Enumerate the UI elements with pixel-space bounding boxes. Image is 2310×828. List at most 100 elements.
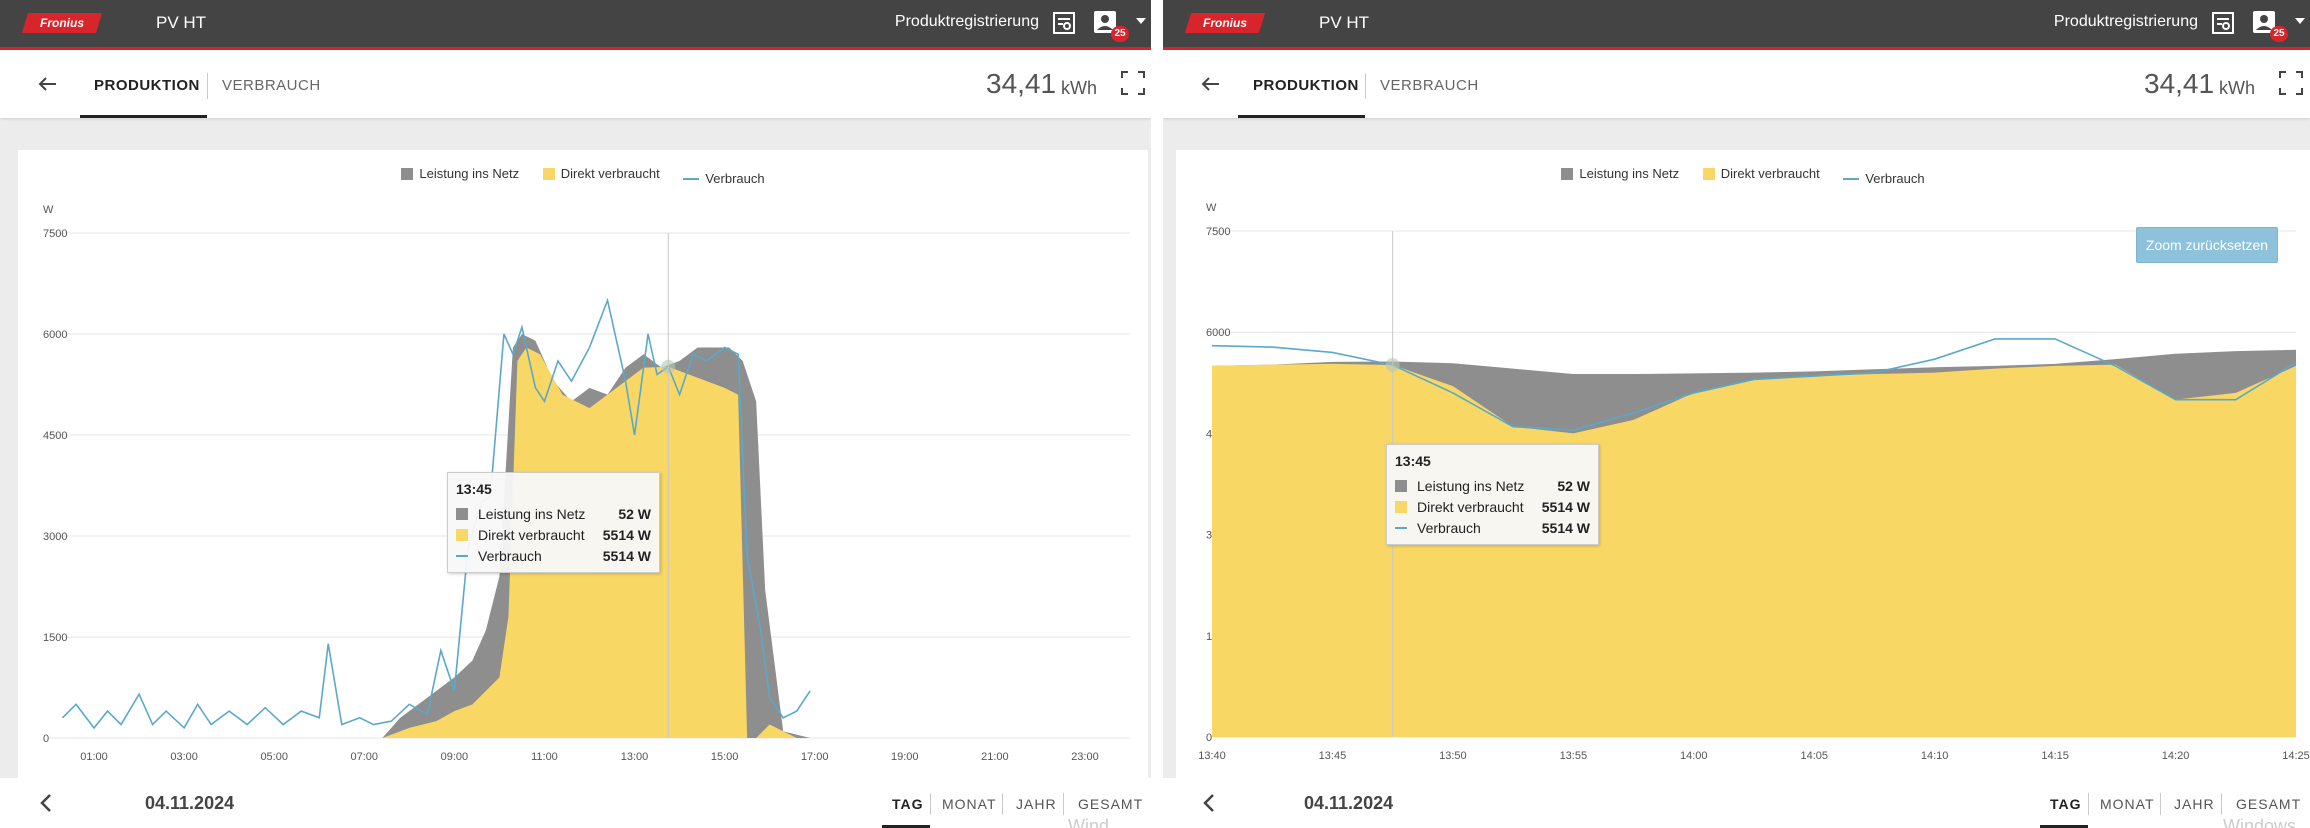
tab-production[interactable]: PRODUKTION — [94, 77, 200, 94]
y-tick-label: 1500 — [43, 632, 67, 644]
x-tick-label: 14:05 — [1800, 750, 1828, 762]
legend-item-consumption[interactable]: Verbrauch — [683, 171, 765, 186]
previous-day-icon[interactable] — [36, 792, 58, 814]
tab-production[interactable]: PRODUKTION — [1253, 77, 1359, 94]
y-tick-label: 3000 — [43, 531, 67, 543]
total-energy-value: 34,41 — [986, 68, 1057, 99]
y-tick-label: 0 — [1206, 732, 1212, 744]
legend-line-consumption — [1843, 177, 1860, 180]
x-tick-label: 14:10 — [1921, 750, 1949, 762]
legend-item-grid[interactable]: Leistung ins Netz — [1561, 166, 1679, 181]
tab-separator — [207, 73, 208, 99]
legend-swatch-grid — [401, 167, 414, 180]
legend-item-consumption[interactable]: Verbrauch — [1843, 171, 1925, 186]
x-tick-label: 14:20 — [2162, 750, 2190, 762]
chevron-down-icon[interactable] — [1135, 16, 1147, 26]
product-registration-link[interactable]: Produktregistrierung — [2053, 13, 2198, 30]
crosshair-point — [1385, 357, 1400, 372]
notification-badge: 25 — [2270, 26, 2288, 42]
production-chart-card: Leistung ins Netz Direkt verbraucht Verb… — [18, 150, 1148, 778]
legend-item-grid[interactable]: Leistung ins Netz — [401, 166, 519, 181]
tab-active-indicator — [1238, 115, 1365, 118]
x-tick-label: 17:00 — [801, 751, 829, 763]
fullscreen-icon[interactable] — [2278, 70, 2304, 96]
y-tick-label: 6000 — [43, 329, 67, 341]
tooltip-row-grid: Leistung ins Netz 52 W — [456, 503, 651, 524]
y-tick-label: 4500 — [43, 430, 67, 442]
selected-date[interactable]: 04.11.2024 — [145, 793, 235, 813]
selected-date[interactable]: 04.11.2024 — [1304, 793, 1394, 813]
panel-left: Fronius PV HT Produktregistrierung 25 PR… — [0, 0, 1151, 828]
site-name: PV HT — [156, 13, 207, 32]
user-account-icon[interactable] — [1091, 8, 1121, 38]
x-tick-label: 14:15 — [2041, 750, 2069, 762]
fullscreen-icon[interactable] — [1120, 70, 1146, 96]
production-zoom-chart-card: Leistung ins Netz Direkt verbraucht Verb… — [1176, 150, 2310, 778]
product-registration-link[interactable]: Produktregistrierung — [894, 13, 1039, 30]
legend-item-direct[interactable]: Direkt verbraucht — [1702, 166, 1820, 181]
period-tag[interactable]: TAG — [892, 796, 924, 812]
period-total[interactable]: GESAMT — [1078, 796, 1144, 812]
previous-day-icon[interactable] — [1199, 792, 1221, 814]
y-tick-label: 7500 — [43, 228, 67, 240]
period-month[interactable]: MONAT — [942, 796, 997, 812]
x-tick-label: 13:40 — [1198, 750, 1226, 762]
zoom-reset-button[interactable]: Zoom zurücksetzen — [2136, 227, 2278, 263]
windows-watermark: Wind — [1068, 816, 1110, 828]
x-tick-label: 01:00 — [80, 751, 108, 763]
x-tick-label: 14:00 — [1680, 750, 1708, 762]
x-tick-label: 07:00 — [351, 751, 379, 763]
chart-tooltip: 13:45 Leistung ins Netz 52 W Direkt verbr… — [1386, 444, 1599, 545]
period-tag[interactable]: TAG — [2050, 796, 2082, 812]
y-tick-label: 0 — [43, 733, 49, 745]
back-arrow-icon[interactable] — [1197, 70, 1225, 98]
period-year[interactable]: JAHR — [1016, 796, 1057, 812]
panel-divider — [1151, 0, 1163, 828]
period-total[interactable]: GESAMT — [2236, 796, 2302, 812]
product-registration-icon[interactable] — [2210, 10, 2236, 36]
y-axis-unit: W — [1206, 202, 1217, 214]
x-tick-label: 03:00 — [170, 751, 198, 763]
total-energy-value: 34,41 — [2144, 68, 2215, 99]
tab-consumption[interactable]: VERBRAUCH — [222, 77, 321, 94]
period-year[interactable]: JAHR — [2174, 796, 2215, 812]
y-tick-label: 6000 — [1206, 327, 1230, 339]
chart-legend: Leistung ins Netz Direkt verbraucht Verb… — [1176, 166, 2310, 186]
y-tick-label: 7500 — [1206, 226, 1230, 238]
user-account-icon[interactable] — [2250, 8, 2280, 38]
x-tick-label: 13:00 — [621, 751, 649, 763]
legend-swatch-direct — [542, 167, 555, 180]
tooltip-row-consumption: Verbrauch 5514 W — [1395, 517, 1590, 538]
legend-line-consumption — [683, 177, 700, 180]
x-tick-label: 11:00 — [531, 751, 558, 763]
date-navigation-bar: 04.11.2024 TAG MONAT JAHR GESAMT Wind — [0, 778, 1151, 828]
tooltip-time: 13:45 — [1395, 453, 1431, 469]
x-tick-label: 19:00 — [891, 751, 919, 763]
svg-text:Fronius: Fronius — [40, 16, 84, 30]
period-month[interactable]: MONAT — [2100, 796, 2155, 812]
tab-bar: PRODUKTION VERBRAUCH 34,41 kWh — [1163, 50, 2310, 118]
top-bar: Fronius PV HT Produktregistrierung 25 — [0, 0, 1151, 50]
fronius-logo-icon[interactable]: Fronius — [20, 11, 104, 35]
x-tick-label: 23:00 — [1071, 751, 1099, 763]
total-energy-unit: kWh — [1061, 78, 1097, 98]
tooltip-time: 13:45 — [456, 481, 492, 497]
legend-item-direct[interactable]: Direkt verbraucht — [542, 166, 660, 181]
back-arrow-icon[interactable] — [34, 70, 62, 98]
chevron-down-icon[interactable] — [2294, 16, 2306, 26]
fronius-logo-icon[interactable]: Fronius — [1183, 11, 1267, 35]
product-registration-icon[interactable] — [1051, 10, 1077, 36]
x-tick-label: 15:00 — [711, 751, 739, 763]
production-day-chart[interactable]: W 0 1500 3000 4500 6000 7500 01:00 03:00 05:00 07:… — [18, 150, 1148, 778]
tooltip-row-consumption: Verbrauch 5514 W — [456, 545, 651, 566]
chart-tooltip: 13:45 Leistung ins Netz 52 W Direkt verbr… — [447, 472, 660, 573]
tooltip-row-direct: Direkt verbraucht 5514 W — [456, 524, 651, 545]
x-tick-label: 21:00 — [981, 751, 1009, 763]
date-navigation-bar: 04.11.2024 TAG MONAT JAHR GESAMT Windows — [1163, 778, 2310, 828]
notification-badge: 25 — [1111, 26, 1129, 42]
x-tick-label: 13:45 — [1319, 750, 1347, 762]
tab-consumption[interactable]: VERBRAUCH — [1380, 77, 1479, 94]
period-active-indicator — [2040, 825, 2088, 828]
tab-separator — [1365, 73, 1366, 99]
x-tick-label: 13:55 — [1560, 750, 1588, 762]
